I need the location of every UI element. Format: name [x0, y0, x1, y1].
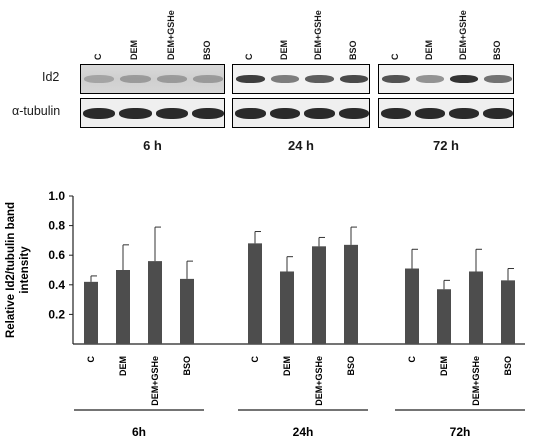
tubulin-band [269, 108, 300, 119]
bar-chart: 0.2 0.4 0.6 0.8 1.0 Relative Id2/tubulin band… [5, 189, 525, 439]
id2-band [382, 75, 410, 83]
bar [344, 244, 358, 344]
bar [312, 246, 326, 344]
y-tick-label: 0.4 [48, 278, 65, 292]
x-category-label: DEM+GSHe [471, 356, 481, 406]
x-category-label: BSO [503, 356, 513, 376]
bar [116, 270, 130, 344]
id2-band [416, 75, 444, 83]
x-category-label: DEM+GSHe [150, 356, 160, 406]
x-category-label: C [86, 356, 96, 363]
tubulin-band [415, 108, 445, 119]
lane-label: BSO [347, 40, 358, 60]
id2-blot [378, 64, 514, 94]
x-category-label: DEM+GSHe [314, 356, 324, 406]
y-axis-label: intensity [19, 246, 31, 294]
tubulin-band [449, 108, 479, 119]
y-tick-label: 0.8 [48, 219, 65, 233]
id2-band [305, 75, 334, 83]
tubulin-band [304, 108, 335, 119]
x-category-label: DEM [439, 356, 449, 376]
row-label-tubulin: α-tubulin [12, 104, 61, 118]
bar [248, 243, 262, 344]
lane-label: C [390, 53, 400, 61]
time-label: 24 h [287, 138, 314, 153]
time-label: 6 h [143, 138, 162, 153]
lane-label: DEM+GSHe [165, 10, 176, 60]
row-label-id2: Id2 [42, 70, 60, 84]
id2-band [236, 75, 265, 83]
id2-band [192, 75, 223, 83]
lane-label: DEM+GSHe [458, 10, 468, 60]
tubulin-blot [80, 98, 225, 128]
time-label: 72 h [432, 138, 459, 153]
lane-label: BSO [492, 40, 502, 60]
tubulin-band [155, 108, 188, 119]
id2-band [484, 75, 512, 83]
group-label: 24h [293, 425, 314, 439]
tubulin-blot [378, 98, 514, 128]
id2-band [270, 75, 299, 83]
id2-band [120, 75, 151, 83]
tubulin-band [338, 108, 369, 119]
group-label: 72h [450, 425, 471, 439]
id2-band [84, 75, 115, 83]
x-category-label: DEM [118, 356, 128, 376]
group-label: 6h [132, 425, 146, 439]
lane-label: DEM [129, 40, 140, 60]
tubulin-blot [232, 98, 370, 128]
bar [405, 268, 419, 344]
id2-band [156, 75, 187, 83]
id2-band [450, 75, 478, 83]
lane-label: C [93, 53, 104, 61]
y-tick-label: 0.2 [48, 307, 65, 321]
y-axis-label: Relative Id2/tubulin band [5, 202, 17, 338]
lane-label: BSO [201, 40, 212, 60]
lane-label: C [244, 53, 255, 61]
x-category-label: DEM [282, 356, 292, 376]
bar [84, 281, 98, 344]
lane-label: DEM [278, 40, 289, 60]
x-category-label: BSO [182, 356, 192, 376]
tubulin-band [235, 108, 266, 119]
bar [280, 271, 294, 344]
id2-blot [80, 64, 225, 94]
lane-label: DEM+GSHe [313, 10, 324, 60]
tubulin-band [191, 108, 224, 119]
lane-label: DEM [424, 40, 434, 60]
y-tick-label: 0.6 [48, 248, 65, 262]
bar [501, 280, 515, 344]
bar [180, 278, 194, 344]
tubulin-band [119, 108, 152, 119]
bar [148, 261, 162, 344]
bar [469, 271, 483, 344]
id2-band [339, 75, 368, 83]
tubulin-band [381, 108, 411, 119]
bar [437, 289, 451, 344]
tubulin-band [483, 108, 513, 119]
x-category-label: C [407, 356, 417, 363]
tubulin-band [83, 108, 116, 119]
x-category-label: BSO [346, 356, 356, 376]
x-category-label: C [250, 356, 260, 363]
id2-blot [232, 64, 370, 94]
y-tick-label: 1.0 [48, 189, 65, 203]
